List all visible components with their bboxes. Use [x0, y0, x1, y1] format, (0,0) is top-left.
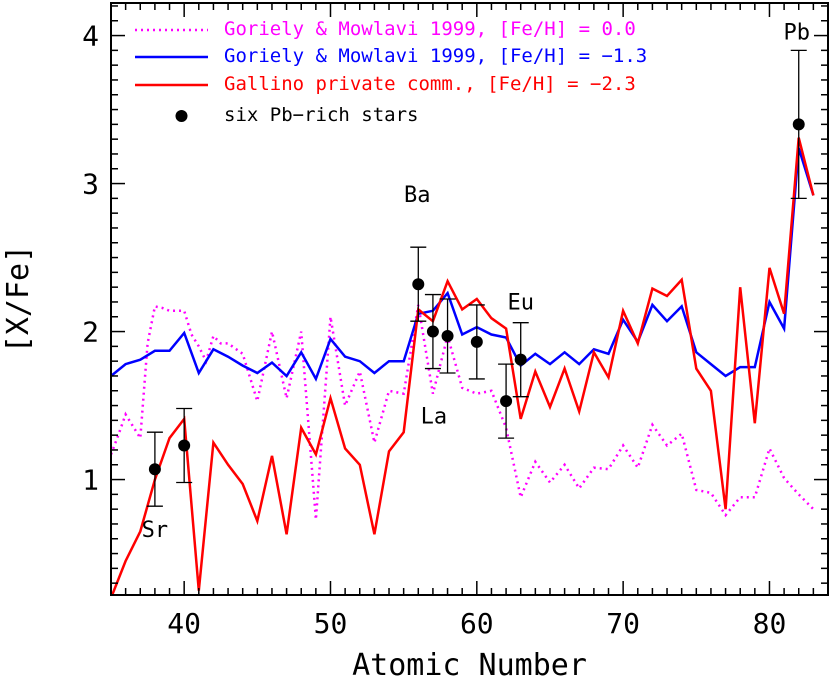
- x-tick-label: 80: [753, 607, 787, 640]
- y-tick-label: 1: [82, 464, 99, 497]
- y-tick-label: 3: [82, 168, 99, 201]
- legend-label: Goriely & Mowlavi 1999, [Fe/H] = −1.3: [224, 45, 647, 67]
- data-point: [426, 325, 439, 338]
- element-label: La: [421, 405, 448, 430]
- x-axis-label: Atomic Number: [352, 648, 587, 679]
- x-tick-label: 40: [167, 607, 201, 640]
- data-point: [470, 335, 483, 348]
- element-label: Pb: [783, 20, 810, 45]
- data-point: [514, 353, 527, 366]
- x-tick-label: 50: [314, 607, 348, 640]
- plot-frame: [110, 2, 829, 596]
- data-point: [178, 439, 191, 452]
- legend-label: Goriely & Mowlavi 1999, [Fe/H] = 0.0: [224, 18, 636, 40]
- data-point: [792, 118, 805, 131]
- y-tick-label: 4: [82, 20, 99, 53]
- series-line-2: [111, 137, 815, 595]
- data-point: [441, 330, 454, 342]
- legend-label: six Pb−rich stars: [224, 104, 418, 126]
- star-labels: Sr Ba La Eu Pb: [142, 20, 810, 543]
- y-axis-label: [X/Fe]: [1, 245, 36, 353]
- x-tick-label: 70: [606, 607, 640, 640]
- series-line-1: [111, 147, 815, 382]
- legend-label: Gallino private comm., [Fe/H] = −2.3: [224, 73, 636, 95]
- element-label: Eu: [507, 291, 534, 316]
- element-label: Sr: [142, 518, 169, 543]
- data-point: [148, 463, 161, 476]
- y-tick-label: 2: [82, 316, 99, 349]
- element-label: Ba: [404, 183, 431, 208]
- x-tick-label: 60: [460, 607, 494, 640]
- legend-marker: [175, 110, 188, 122]
- data-point: [412, 278, 425, 291]
- series-line-0: [111, 304, 815, 520]
- axes: 40 50 60 70 80 1 2 3 4: [82, 3, 829, 640]
- data-point: [500, 395, 513, 408]
- legend: Goriely & Mowlavi 1999, [Fe/H] = 0.0 Gori…: [135, 18, 647, 126]
- plot-content: [111, 49, 815, 595]
